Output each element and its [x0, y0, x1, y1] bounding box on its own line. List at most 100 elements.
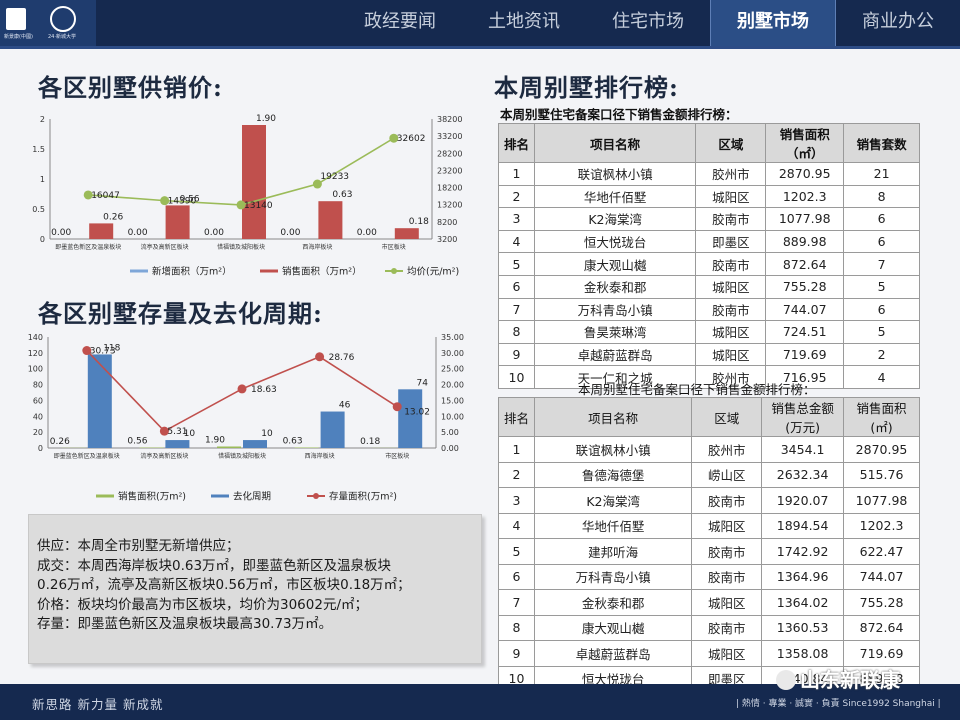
table2-cell: 城阳区 [691, 512, 763, 539]
nav-tab-0[interactable]: 政经要闻 [364, 11, 436, 32]
table1-cell: 胶南市 [695, 207, 767, 231]
legend-label: 去化周期 [233, 491, 271, 503]
table2-header-3: 销售总金额 (万元) [761, 397, 845, 437]
table2-cell: 万科青岛小镇 [533, 563, 693, 590]
table2-cell: 3454.1 [761, 436, 845, 463]
bar-data-label: 46 [339, 401, 351, 411]
nav-tab-1[interactable]: 土地资讯 [488, 11, 560, 32]
left-tick-label: 0 [38, 444, 43, 453]
bar-1 [242, 125, 266, 239]
nav-tab-3[interactable]: 别墅市场 [710, 0, 836, 46]
table1-cell: 744.07 [765, 297, 845, 322]
bar-data-label: 74 [416, 378, 428, 388]
table1-header-2: 区域 [695, 123, 767, 163]
table2-cell: 1920.07 [761, 487, 845, 514]
table1-cell: 胶南市 [695, 297, 767, 322]
bar-data-label: 0.56 [180, 194, 200, 204]
table2-cell: 8 [498, 614, 535, 641]
left-tick-label: 40 [33, 412, 43, 421]
bar-data-label: 10 [184, 429, 196, 439]
footer-motto: | 熱情 · 專業 · 誠實 · 負責 Since1992 Shanghai | [736, 699, 941, 709]
table1-cell: 城阳区 [695, 274, 767, 299]
table1-header-0: 排名 [498, 123, 535, 163]
bar-data-label: 0.00 [128, 228, 148, 238]
bar-1 [87, 354, 112, 448]
bar-data-label: 0.56 [127, 437, 147, 447]
table1-cell: 724.51 [765, 320, 845, 344]
left-tick-label: 120 [28, 349, 43, 358]
supply-chart-title: 各区别墅供销价: [38, 73, 223, 102]
nav-tab-4[interactable]: 商业办公 [862, 11, 934, 32]
wechat-watermark: 山东新联康 [776, 664, 956, 692]
company-logo[interactable]: 新景康(中國) 24·新城大学 [0, 0, 96, 46]
table2-cell: 719.69 [843, 640, 920, 667]
supply-price-chart: 00.511.523200820013200182002320028200332… [32, 114, 462, 278]
table1-cell: 2 [843, 342, 920, 367]
table-row: 10 天一仁和之城 胶州市 716.95 4 [498, 365, 920, 389]
table2-cell: 胶南市 [691, 614, 763, 641]
table1-cell: 恒大悦珑台 [533, 229, 697, 254]
legend-label: 均价(元/m²) [407, 266, 459, 278]
table2-cell: 5 [498, 538, 535, 565]
right-tick-label: 3200 [437, 235, 457, 244]
table-row: 3 K2海棠湾 胶南市 1920.07 1077.98 [498, 487, 920, 514]
table-row: 6 万科青岛小镇 胶南市 1364.96 744.07 [498, 563, 920, 590]
table2-cell: 胶州市 [691, 436, 763, 463]
table-row: 7 万科青岛小镇 胶南市 744.07 6 [498, 297, 920, 322]
line-data-label: 30.73 [90, 347, 116, 357]
category-label: 西海岸板块 [305, 452, 335, 460]
right-tick-label: 38200 [437, 115, 462, 124]
table1-cell: 城阳区 [695, 320, 767, 344]
summary-stock: 存量：即墨蓝色新区及温泉板块最高30.73万㎡。 [37, 616, 333, 632]
summary-price: 价格：板块均价最高为市区板块，均价为30602元/㎡； [37, 596, 368, 613]
table1-cell: 1 [498, 162, 535, 186]
table1-cell: 5 [843, 274, 920, 299]
table2-cell: 1742.92 [761, 538, 845, 565]
bar-data-label: 0.00 [280, 228, 300, 238]
ranking-title: 本周别墅排行榜: [494, 73, 679, 102]
table1-cell: 6 [843, 297, 920, 322]
line-point [237, 384, 247, 394]
table2-cell: 872.64 [843, 614, 920, 641]
table-row: 7 金秋泰和郡 城阳区 1364.02 755.28 [498, 589, 920, 616]
stock-chart-title: 各区别墅存量及去化周期: [38, 299, 323, 328]
table1-caption: 本周别墅住宅备案口径下销售金额排行榜： [500, 107, 738, 122]
table1-header-4: 销售套数 [843, 123, 920, 163]
table-row: 9 卓越蔚蓝群岛 城阳区 719.69 2 [498, 342, 920, 367]
left-tick-label: 20 [33, 428, 43, 437]
table2-cell: 华地仟佰墅 [533, 512, 693, 539]
watermark-text: 山东新联康 [800, 668, 900, 692]
nav-tab-2[interactable]: 住宅市场 [612, 11, 684, 32]
right-tick-label: 0.00 [441, 444, 459, 453]
table2-cell: 9 [498, 640, 535, 667]
table1-cell: 万科青岛小镇 [533, 297, 697, 322]
table2-header-4: 销售面积 (㎡) [843, 397, 920, 437]
table2-cell: 755.28 [843, 589, 920, 616]
table2-cell: 卓越蔚蓝群岛 [533, 640, 693, 667]
left-tick-label: 80 [33, 381, 43, 390]
table2-cell: 1364.96 [761, 563, 845, 590]
table1-cell: 7 [498, 297, 535, 322]
left-tick-label: 2 [40, 115, 45, 124]
footer-slogan: 新思路 新力量 新成就 [32, 697, 164, 712]
right-tick-label: 8200 [437, 218, 457, 227]
right-tick-label: 13200 [437, 201, 462, 210]
table2-header-2: 区域 [691, 397, 763, 437]
table2-cell: 崂山区 [691, 461, 763, 488]
table2-cell: 1202.3 [843, 512, 920, 539]
table2-cell: 3 [498, 487, 535, 514]
table-row: 5 建邦听海 胶南市 1742.92 622.47 [498, 538, 920, 565]
table2-cell: 515.76 [843, 461, 920, 488]
bar-data-label: 1.90 [256, 114, 276, 124]
table1-cell: 2 [498, 184, 535, 209]
table2-header-1: 项目名称 [533, 397, 693, 437]
left-tick-label: 60 [33, 396, 43, 405]
table2-cell: 胶南市 [691, 487, 763, 514]
table2-cell: K2海棠湾 [533, 487, 693, 514]
table2-cell: 胶南市 [691, 538, 763, 565]
table1-cell: K2海棠湾 [533, 207, 697, 231]
right-tick-label: 5.00 [441, 428, 459, 437]
table1-cell: 9 [498, 342, 535, 367]
table-row: 2 鲁德海德堡 崂山区 2632.34 515.76 [498, 461, 920, 488]
table1-cell: 5 [498, 252, 535, 276]
